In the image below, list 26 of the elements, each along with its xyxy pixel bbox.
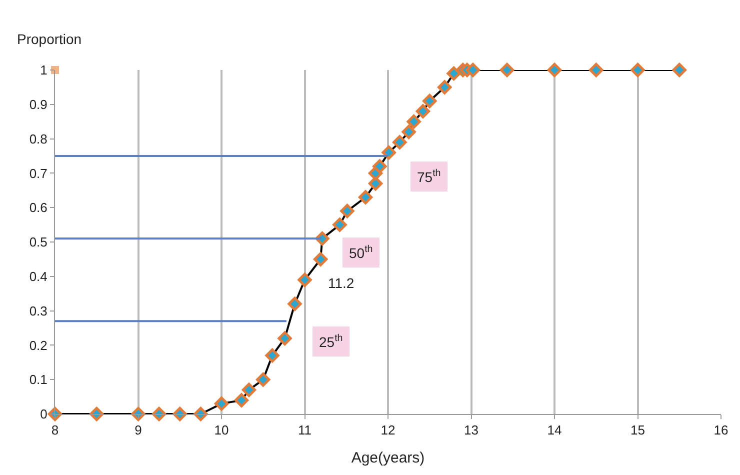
annotation: 11.2 <box>328 275 354 291</box>
y-tick-label: 0.2 <box>29 338 48 353</box>
y-axis-title: Proportion <box>17 31 82 47</box>
y-tick-label: 0.6 <box>29 200 48 216</box>
x-tick-label: 12 <box>380 422 396 438</box>
x-tick-label: 11 <box>298 422 312 438</box>
annotation: 75$^{th}$ <box>417 168 441 185</box>
y-tick-label: 0.4 <box>29 268 48 284</box>
y-tick-label: 0 <box>40 406 48 422</box>
x-tick-label: 13 <box>464 422 478 438</box>
x-tick-label: 9 <box>134 422 142 438</box>
y-tick-label: 0.1 <box>29 372 48 388</box>
x-axis-title: Age(years) <box>351 450 425 467</box>
y-tick-label: 0.5 <box>29 234 48 250</box>
x-tick-label: 15 <box>630 422 645 438</box>
x-tick-label: 10 <box>214 422 229 438</box>
x-tick-label: 14 <box>547 422 562 438</box>
y-tick-label: 0.7 <box>29 166 48 181</box>
annotation: 50$^{th}$ <box>349 244 373 261</box>
x-tick-label: 16 <box>714 422 728 438</box>
x-tick-label: 8 <box>51 422 59 438</box>
y-tick-label: 0.8 <box>29 131 48 146</box>
y-tick-label: 1 <box>40 62 48 78</box>
y-tick-label: 0.9 <box>29 96 48 112</box>
annotation: 25$^{th}$ <box>319 333 343 350</box>
y-tick-label: 0.3 <box>29 303 48 318</box>
